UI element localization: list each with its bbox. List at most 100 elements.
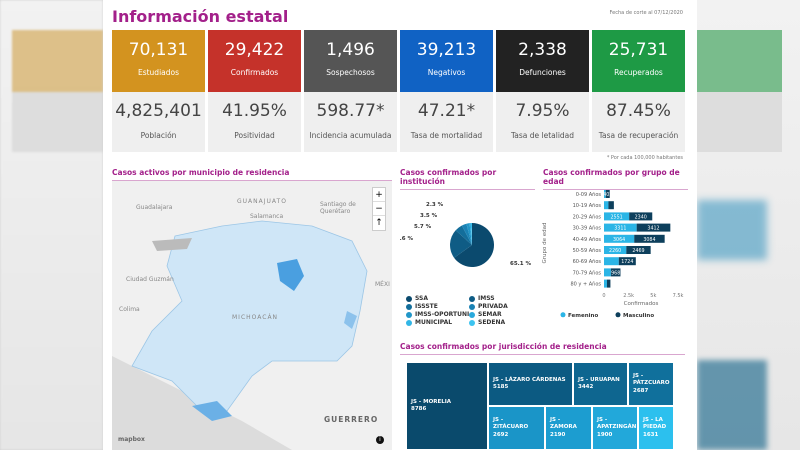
pie-slice-municipal[interactable] <box>470 223 472 245</box>
map-shapes <box>112 220 368 450</box>
treemap-cell-name: JS - ZITÁCUARO <box>493 417 529 431</box>
pie-slice-imss-oportuni[interactable] <box>466 223 472 245</box>
zoom-out-button[interactable]: − <box>373 202 385 216</box>
bar-femenino[interactable] <box>604 246 627 254</box>
bar-femenino[interactable] <box>604 201 609 210</box>
pie-slice-imss[interactable] <box>450 230 472 258</box>
treemap-cell[interactable]: JS - MORELIA 8786 <box>406 362 488 450</box>
stat-card-recuperados: 25,731 Recuperados 87.45% Tasa de recuperac… <box>592 30 685 152</box>
stat-label: Sospechosos <box>326 68 375 77</box>
map-controls: + − ↑ <box>372 187 386 231</box>
pie-slice-semar[interactable] <box>469 223 472 245</box>
bar-femenino[interactable] <box>604 212 630 221</box>
bar-femenino[interactable] <box>604 279 607 288</box>
legend-label: SEMAR <box>478 311 502 318</box>
pie-slice-sedena[interactable] <box>471 223 472 245</box>
stat-card-sospechosos: 1,496 Sospechosos 598.77* Incidencia acumul… <box>304 30 397 152</box>
x-tick-label: 7.5k <box>673 293 684 299</box>
legend-item[interactable]: PRIVADA <box>469 303 508 310</box>
treemap-cell[interactable]: JS - ZITÁCUARO 2692 <box>488 406 545 450</box>
category-label: 40-49 Años <box>573 237 602 243</box>
treemap-cell-value: 3442 <box>578 384 594 390</box>
treemap: JS - MORELIA 8786 JS - LÁZARO CÁRDENAS 5185… <box>406 362 674 450</box>
bar-value-label: 3084 <box>643 237 655 243</box>
label-guadalajara: Guadalajara <box>136 204 173 211</box>
treemap-cell-value: 1900 <box>597 431 613 438</box>
bar-masculino[interactable] <box>618 257 636 266</box>
bar-masculino[interactable] <box>636 223 671 232</box>
compass-button[interactable]: ↑ <box>375 218 383 228</box>
michoacan-region <box>131 220 368 412</box>
bar-masculino[interactable] <box>610 268 621 277</box>
legend-marker <box>615 312 621 318</box>
bar-masculino[interactable] <box>629 212 653 221</box>
bar-femenino[interactable] <box>604 268 611 277</box>
rate-label: Incidencia acumulada <box>309 131 392 140</box>
rate-value: 41.95% <box>222 101 287 121</box>
stat-card-defunciones: 2,338 Defunciones 7.95% Tasa de letalidad <box>496 30 589 152</box>
treemap-cell[interactable]: JS - LA PIEDAD 1631 <box>638 406 674 450</box>
legend-item[interactable]: MUNICIPAL <box>406 319 452 326</box>
cutoff-date: Fecha de corte al 07/12/2020 <box>609 10 683 16</box>
treemap-cell[interactable]: JS - ZAMORA 2190 <box>545 406 592 450</box>
stat-value: 25,731 <box>608 40 669 60</box>
legend-label[interactable]: Masculino <box>623 313 654 319</box>
treemap-cell[interactable]: JS - LÁZARO CÁRDENAS 5185 <box>488 362 573 406</box>
bar-femenino[interactable] <box>604 234 635 243</box>
rate-value: 598.77* <box>316 101 385 121</box>
bar-value-label: 3311 <box>614 226 626 232</box>
zoom-in-button[interactable]: + <box>373 188 385 202</box>
stat-label: Confirmados <box>230 68 279 77</box>
treemap-cell-name: JS - APATZINGÁN <box>597 417 637 431</box>
bar-femenino[interactable] <box>604 257 619 266</box>
rate-label: Población <box>140 131 177 140</box>
background-right <box>697 0 800 450</box>
legend-item[interactable]: IMSS-OPORTUNI <box>406 311 469 318</box>
legend-item[interactable]: SSA <box>406 295 428 302</box>
category-label: 50-59 Años <box>573 248 602 254</box>
stat-card-negativos: 39,213 Negativos 47.21* Tasa de mortalidad <box>400 30 493 152</box>
pie-label: 65.1 % <box>510 261 531 267</box>
stat-card-estudiados: 70,131 Estudiados 4,825,401 Población <box>112 30 205 152</box>
treemap-cell-value: 2190 <box>550 431 566 438</box>
stat-value: 1,496 <box>326 40 375 60</box>
treemap-cell-value: 2692 <box>493 431 509 438</box>
bar-masculino[interactable] <box>606 279 611 288</box>
bar-masculino[interactable] <box>634 234 665 243</box>
treemap-cell[interactable]: JS - PÁTZCUARO 2687 <box>628 362 674 406</box>
legend-item[interactable]: SEMAR <box>469 311 502 318</box>
page-title: Información estatal <box>112 7 289 26</box>
treemap-title: Casos confirmados por jurisdicción de re… <box>400 342 685 355</box>
pie-slice-issste[interactable] <box>455 225 472 245</box>
pie-slice-privada[interactable] <box>461 223 472 245</box>
stat-label: Recuperados <box>614 68 663 77</box>
x-tick-label: 5k <box>650 293 656 299</box>
stat-value: 29,422 <box>224 40 285 60</box>
bar-masculino[interactable] <box>608 201 614 210</box>
treemap-cell[interactable]: JS - APATZINGÁN 1900 <box>592 406 638 450</box>
bar-femenino[interactable] <box>604 190 606 198</box>
rate-label: Tasa de mortalidad <box>410 131 483 140</box>
legend-item[interactable]: ISSSTE <box>406 303 438 310</box>
pie-chart: 65.1 % 21.6 %5.7 % 3.5 % 2.3 % <box>400 202 531 267</box>
legend-label: SEDENA <box>478 319 506 326</box>
rate-value: 47.21* <box>417 101 476 121</box>
label-michoacan: MICHOACÁN <box>232 314 279 321</box>
treemap-cell[interactable]: JS - URUAPAN 3442 <box>573 362 628 406</box>
label-salamanca: Salamanca <box>250 213 284 220</box>
bar-femenino[interactable] <box>604 223 637 232</box>
bar-masculino[interactable] <box>605 190 610 198</box>
stat-label: Negativos <box>427 68 466 77</box>
map[interactable]: GUANAJUATO Guadalajara Salamanca Santiag… <box>112 181 392 450</box>
bar-masculino[interactable] <box>626 246 651 254</box>
legend-label[interactable]: Femenino <box>568 313 598 319</box>
legend-item[interactable]: SEDENA <box>469 319 505 326</box>
rate-label: Tasa de recuperación <box>598 131 679 140</box>
info-icon[interactable]: i <box>376 436 384 444</box>
pie-slice-ssa[interactable] <box>454 223 494 267</box>
legend-label: SSA <box>415 295 429 302</box>
x-tick-label: 2.5k <box>623 293 634 299</box>
bar-value-label: 2260 <box>609 248 621 254</box>
legend-item[interactable]: IMSS <box>469 295 495 302</box>
rate-label: Tasa de letalidad <box>510 131 575 140</box>
